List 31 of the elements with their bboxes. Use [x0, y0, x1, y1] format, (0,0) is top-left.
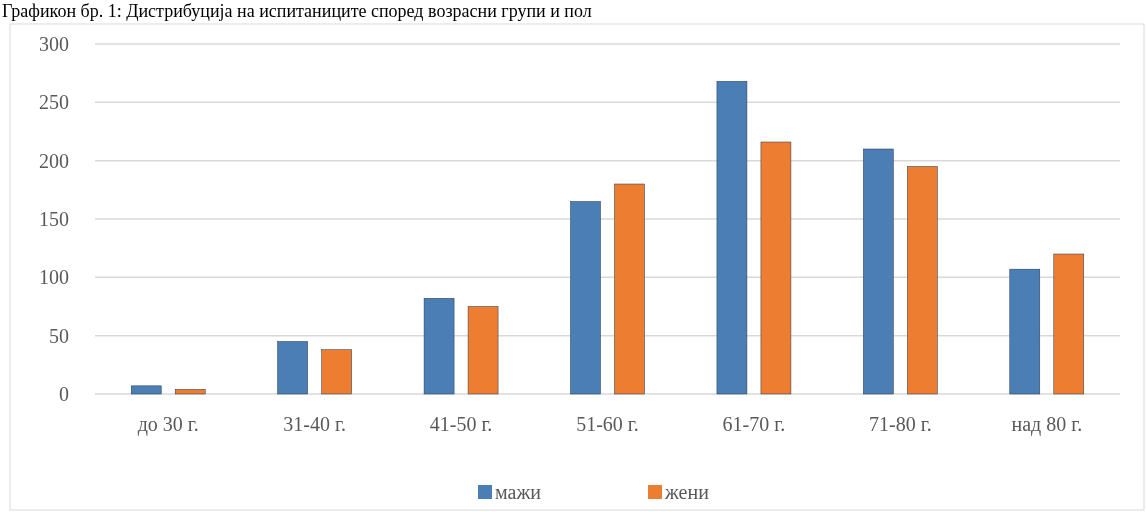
bar — [760, 141, 792, 395]
bar — [130, 385, 162, 395]
legend-label: мажи — [495, 481, 542, 503]
bar — [174, 389, 206, 395]
bar — [1009, 268, 1041, 395]
x-tick-label: 71-80 г. — [869, 413, 932, 435]
x-tick-label: 61-70 г. — [722, 413, 786, 435]
y-tick-label: 0 — [59, 383, 69, 405]
y-tick-label: 250 — [39, 91, 69, 114]
y-tick-label: 100 — [39, 266, 69, 289]
x-tick-label: 31-40 г. — [283, 413, 346, 435]
bar — [907, 166, 938, 395]
chart-title: Графикон бр. 1: Дистрибуција на испитаниците според возрасни групи и пол — [2, 1, 592, 21]
y-tick-label: 200 — [39, 149, 69, 172]
bar — [277, 341, 308, 395]
x-tick-label: 51-60 г. — [576, 413, 639, 435]
x-tick-label: до 30 г. — [137, 413, 199, 436]
bar — [863, 148, 894, 395]
bar — [423, 298, 455, 395]
legend-label: жени — [664, 481, 710, 503]
bar — [614, 183, 645, 395]
bar — [321, 349, 352, 395]
y-tick-label: 150 — [39, 208, 69, 230]
x-tick-label: над 80 г. — [1011, 413, 1083, 436]
y-tick-label: 300 — [39, 33, 69, 55]
bar — [716, 81, 748, 395]
x-tick-label: 41-50 г. — [429, 413, 493, 435]
bar — [570, 201, 601, 395]
bar — [1053, 253, 1085, 395]
y-tick-label: 50 — [49, 324, 69, 347]
bar — [467, 306, 499, 395]
